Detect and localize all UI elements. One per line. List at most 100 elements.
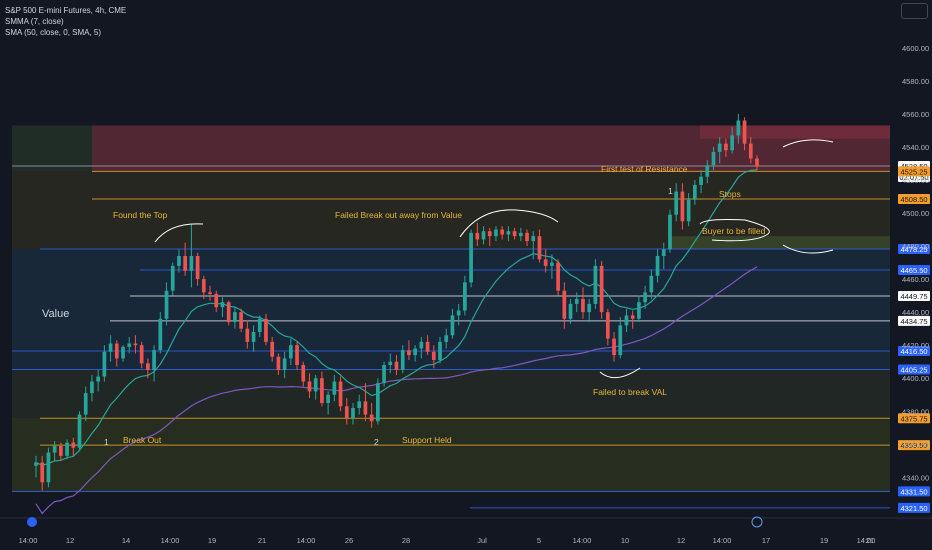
candle-body <box>189 255 194 271</box>
candle-body <box>643 292 647 303</box>
annotation-label: 1 <box>104 437 109 447</box>
candle <box>518 227 523 242</box>
candle <box>183 242 188 276</box>
candle-body <box>518 232 523 237</box>
time-tick: 14:00 <box>713 536 732 545</box>
candle <box>450 308 455 339</box>
time-tick: 19 <box>820 536 828 545</box>
candle-body <box>587 303 592 313</box>
drawn-arc <box>782 139 834 148</box>
go-to-start-icon[interactable] <box>27 517 37 527</box>
candle-body <box>724 143 728 151</box>
price-axis[interactable]: 4528.5002:07:504525.254508.504478.254465… <box>898 44 930 513</box>
candle <box>170 262 175 296</box>
candle-body <box>419 341 424 349</box>
candle-body <box>562 290 567 319</box>
candle-body <box>376 383 380 422</box>
price-label-tag <box>898 345 930 356</box>
candle-body <box>357 401 362 408</box>
candle-body <box>407 350 411 356</box>
candle <box>59 442 63 461</box>
candle <box>394 355 399 375</box>
candle <box>581 287 585 319</box>
candle <box>637 295 641 323</box>
candle <box>307 373 312 399</box>
candle <box>208 285 212 301</box>
annotation-label: Support Held <box>402 435 452 445</box>
candle <box>487 227 492 247</box>
time-tick: 26 <box>345 536 353 545</box>
candle-body <box>649 275 654 293</box>
candle-body <box>282 358 287 370</box>
sma-line <box>35 266 758 515</box>
candle-body <box>288 345 293 359</box>
candle-body <box>332 381 337 395</box>
candle-body <box>487 231 492 237</box>
zone-breakout <box>12 417 890 493</box>
candle <box>413 345 417 362</box>
candle-body <box>295 345 299 366</box>
candle-body <box>400 350 405 370</box>
candle-body <box>568 303 573 319</box>
candle <box>313 374 318 400</box>
candle-body <box>699 176 703 185</box>
price-label: 4478.25 <box>900 245 927 254</box>
candle <box>618 317 623 359</box>
candle-body <box>581 298 585 313</box>
price-tick: 4500.00 <box>902 209 929 218</box>
candle <box>730 127 734 154</box>
candle-body <box>146 363 150 370</box>
annotations: Found the Top Failed Break out away from … <box>42 139 834 447</box>
chart-settings-button[interactable] <box>901 3 928 19</box>
candle-body <box>139 345 144 364</box>
candle <box>649 269 654 299</box>
candle <box>612 331 616 362</box>
candle-body <box>65 442 69 456</box>
time-axis[interactable]: 14:00 12 14 14:00 19 21 14:00 26 28 Jul 5 14:00 10 12… <box>0 516 932 545</box>
candle-body <box>257 318 262 332</box>
price-label: 4331.50 <box>900 487 927 496</box>
candle <box>724 138 728 157</box>
candle <box>282 351 287 379</box>
time-tick: 14:00 <box>573 536 592 545</box>
symbol-title[interactable]: S&P 500 E-mini Futures, 4h, CME <box>5 6 127 15</box>
candle <box>550 254 554 280</box>
time-tick: 12 <box>66 536 74 545</box>
price-tick: 4380.00 <box>902 407 929 416</box>
candle <box>301 361 306 387</box>
candle-body <box>543 259 548 266</box>
sma-indicator-label[interactable]: SMA (50, close, 0, SMA, 5) <box>5 28 102 37</box>
candle <box>630 310 635 329</box>
price-label-tag <box>898 291 930 302</box>
smma-indicator-label[interactable]: SMMA (7, close) <box>5 17 64 26</box>
candle <box>71 437 76 456</box>
candle <box>643 285 647 309</box>
price-tick: 4400.00 <box>902 374 929 383</box>
candle <box>295 341 299 370</box>
candle-body <box>512 231 517 237</box>
candle-body <box>208 292 212 294</box>
candle-body <box>463 282 467 311</box>
candle <box>400 345 405 374</box>
time-tick: 21 <box>866 536 874 545</box>
zone-buyer <box>670 236 890 250</box>
lightning-icon[interactable] <box>751 516 763 528</box>
candle-body <box>748 143 753 159</box>
candle-body <box>114 343 119 359</box>
candle-body <box>425 341 430 352</box>
candle-body <box>500 229 505 235</box>
candle <box>425 335 430 356</box>
candle-body <box>34 462 38 466</box>
time-tick: 14:00 <box>161 536 180 545</box>
candle <box>506 226 511 242</box>
candle-body <box>394 361 399 370</box>
candle <box>351 403 355 425</box>
candle <box>146 358 150 379</box>
candle <box>332 374 337 402</box>
candle-body <box>556 262 560 291</box>
candle-body <box>338 381 343 407</box>
candle <box>288 338 293 366</box>
candle <box>320 371 324 407</box>
annotation-label: 1 <box>668 186 673 196</box>
